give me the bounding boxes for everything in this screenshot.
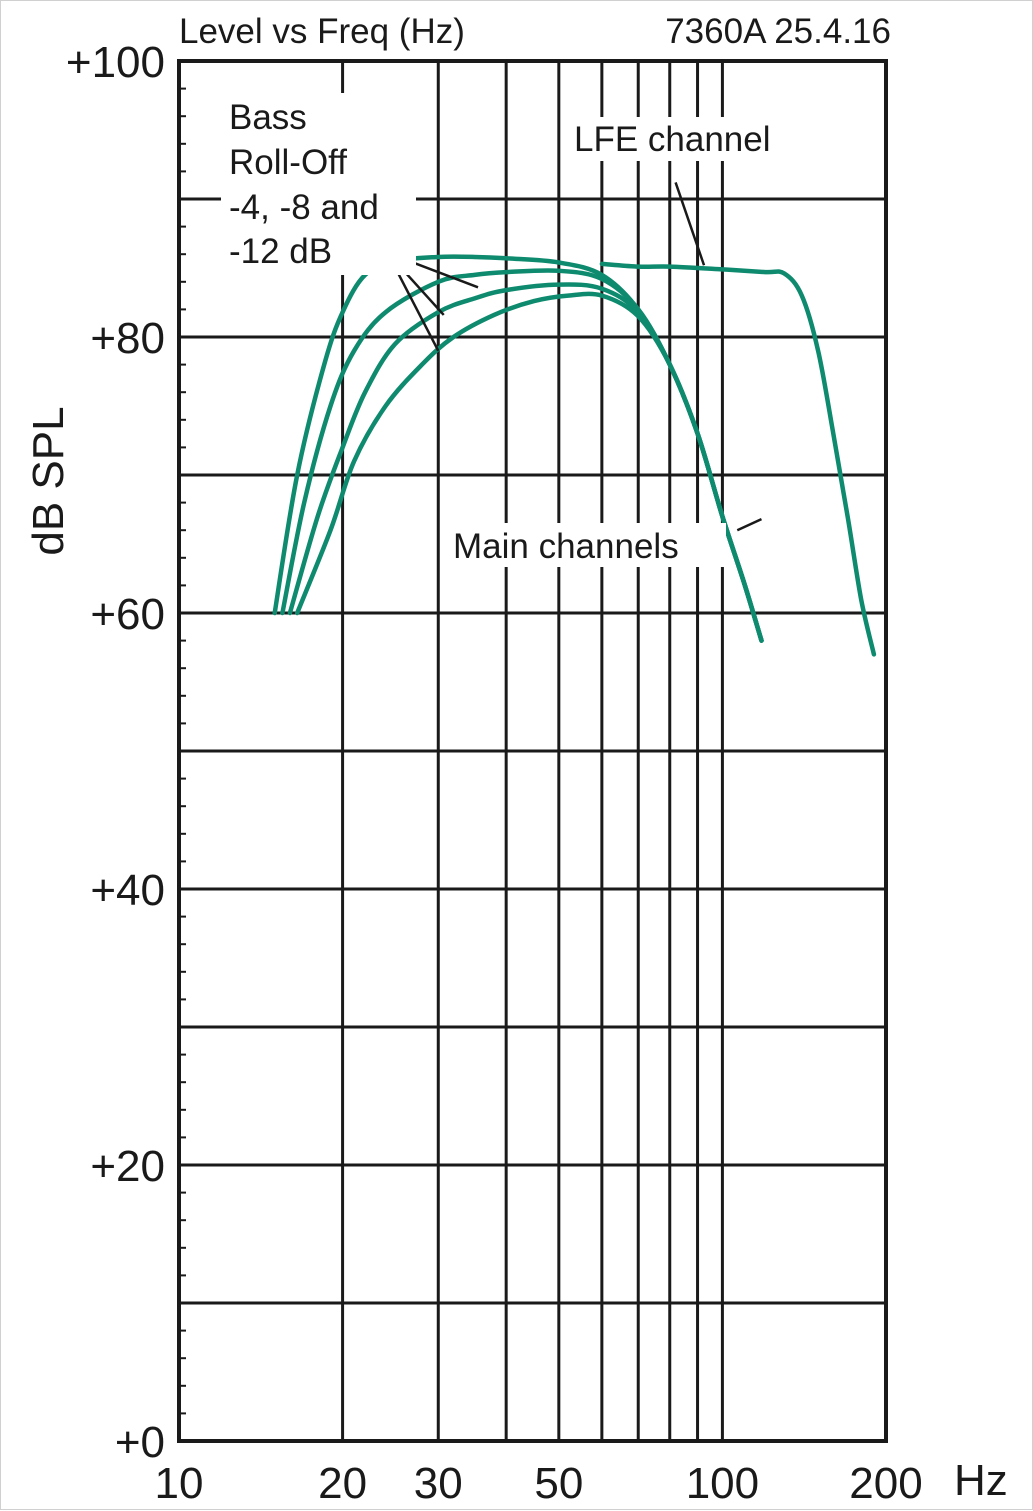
series-line-4 bbox=[294, 291, 764, 643]
annotation-backdrop bbox=[448, 523, 726, 567]
x-tick-label: 100 bbox=[686, 1459, 759, 1508]
series-line-1 bbox=[272, 254, 764, 643]
minor-ticks bbox=[179, 87, 186, 1415]
annotation-main-channels: Main channels bbox=[453, 527, 679, 566]
series-layer bbox=[272, 254, 877, 657]
annotation-lfe-channel: LFE channel bbox=[574, 120, 771, 159]
y-axis-title: dB SPL bbox=[24, 406, 73, 555]
annotation-bass-rolloff: Bass Roll-Off -4, -8 and -12 dB bbox=[229, 98, 389, 271]
x-tick-label: 200 bbox=[849, 1459, 922, 1508]
y-tick-label: +80 bbox=[90, 314, 165, 363]
annotation-leader-line bbox=[674, 182, 706, 266]
tick-labels: +0 +20 +40 +60 +80 +100 10 20 30 50 100 200 bbox=[66, 38, 923, 1508]
annotation-leader-line bbox=[736, 518, 762, 532]
y-tick-label: +40 bbox=[90, 866, 165, 915]
annotation-line: Roll-Off bbox=[229, 143, 347, 182]
x-axis-title: Hz bbox=[954, 1456, 1008, 1505]
chart-title: Level vs Freq (Hz) bbox=[179, 12, 465, 51]
annotation-line: -12 dB bbox=[229, 232, 332, 271]
x-tick-label: 50 bbox=[534, 1459, 583, 1508]
y-tick-label: +60 bbox=[90, 590, 165, 639]
x-tick-label: 30 bbox=[414, 1459, 463, 1508]
annotation-line: -4, -8 and bbox=[229, 188, 379, 227]
x-tick-label: 10 bbox=[155, 1459, 204, 1508]
chart-subtitle: 7360A 25.4.16 bbox=[665, 12, 891, 51]
annotation-backdrop bbox=[221, 93, 416, 275]
y-tick-label: +0 bbox=[115, 1418, 165, 1467]
axes bbox=[177, 59, 888, 1443]
plot-border bbox=[177, 59, 888, 1443]
x-tick-label: 20 bbox=[318, 1459, 367, 1508]
annotation-backdrop bbox=[569, 117, 809, 161]
series-line-5 bbox=[599, 261, 877, 657]
y-tick-label: +100 bbox=[66, 38, 165, 87]
y-tick-label: +20 bbox=[90, 1142, 165, 1191]
annotation-line: Bass bbox=[229, 98, 307, 137]
